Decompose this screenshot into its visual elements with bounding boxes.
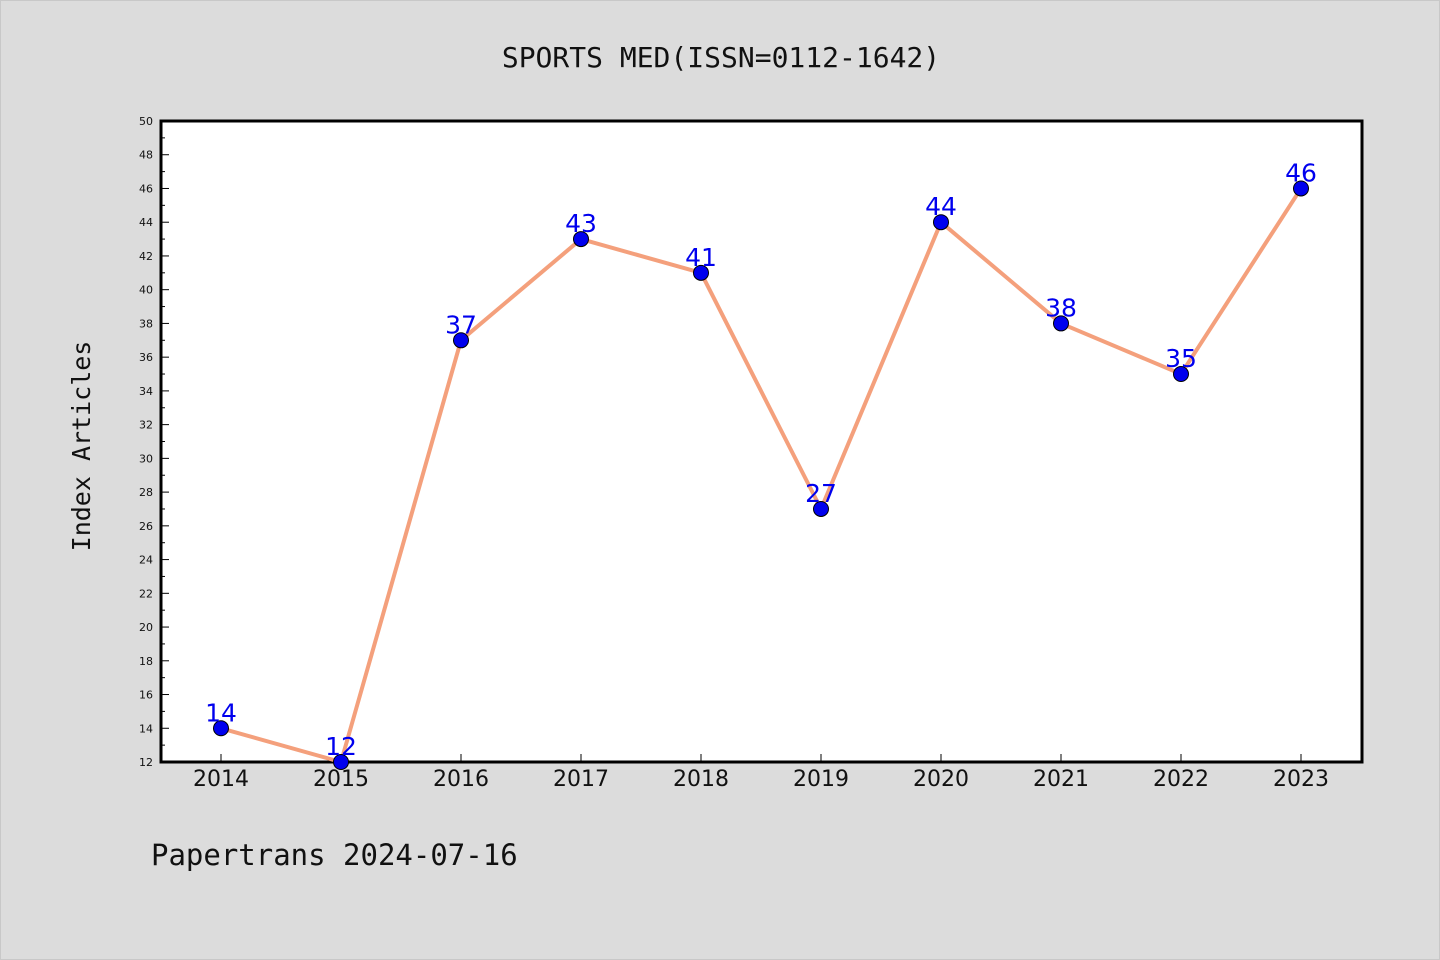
- data-label: 46: [1285, 158, 1317, 187]
- data-label: 35: [1165, 344, 1197, 373]
- y-tick-label: 14: [139, 722, 153, 735]
- data-point: [693, 264, 709, 281]
- data-label: 12: [325, 732, 357, 761]
- x-tick-label: 2023: [1273, 767, 1329, 792]
- y-tick-label: 34: [139, 385, 153, 398]
- y-tick-label: 22: [139, 587, 153, 600]
- x-tick-label: 2016: [433, 767, 489, 792]
- data-point: [933, 214, 949, 231]
- y-tick-label: 36: [139, 351, 153, 364]
- x-tick-label: 2019: [793, 767, 849, 792]
- data-point: [1293, 180, 1309, 197]
- y-tick-label: 20: [139, 621, 153, 634]
- chart-title: SPORTS MED(ISSN=0112-1642): [502, 41, 940, 74]
- x-tick-label: 2018: [673, 767, 729, 792]
- data-label: 41: [685, 243, 717, 272]
- y-tick-label: 48: [139, 149, 153, 162]
- data-point: [213, 720, 229, 737]
- y-tick-label: 30: [139, 452, 153, 465]
- data-point: [573, 231, 589, 248]
- y-tick-label: 40: [139, 284, 153, 297]
- y-tick-label: 42: [139, 250, 153, 263]
- y-tick-label: 44: [139, 216, 153, 229]
- x-tick-label: 2021: [1033, 767, 1089, 792]
- data-label: 37: [445, 310, 477, 339]
- series-layer: 14 12 37 43 41 27 44 38 35 46: [205, 158, 1317, 770]
- footer-text: Papertrans 2024-07-16: [151, 838, 518, 872]
- data-point: [813, 500, 829, 517]
- y-tick-label: 32: [139, 419, 153, 432]
- series-line: [220, 187, 1303, 764]
- y-axis: 12 14 16 18 20 22 24 26 28 30 32 34 36 38 40 42 44 46 48 50: [139, 115, 169, 769]
- plot-area: [159, 119, 1364, 764]
- x-axis: 2014 2015 2016 2017 2018 2019 2020 2021 2022 2023: [193, 754, 1329, 792]
- y-tick-label: 18: [139, 655, 153, 668]
- y-tick-label: 26: [139, 520, 153, 533]
- y-tick-label: 50: [139, 115, 153, 128]
- data-label: 38: [1045, 293, 1077, 322]
- y-tick-label: 24: [139, 554, 153, 567]
- y-tick-label: 12: [139, 756, 153, 769]
- data-label: 27: [805, 479, 837, 508]
- x-tick-label: 2014: [193, 767, 249, 792]
- data-point: [1173, 366, 1189, 383]
- y-tick-label: 46: [139, 182, 153, 195]
- data-label: 14: [205, 698, 237, 727]
- data-label: 43: [565, 209, 597, 238]
- y-tick-label: 28: [139, 486, 153, 499]
- y-tick-label: 38: [139, 317, 153, 330]
- x-tick-label: 2020: [913, 767, 969, 792]
- x-tick-label: 2017: [553, 767, 609, 792]
- x-tick-label: 2015: [313, 767, 369, 792]
- y-tick-label: 16: [139, 689, 153, 702]
- data-point: [333, 754, 349, 770]
- data-point: [1053, 315, 1069, 332]
- y-axis-label: Index Articles: [67, 341, 96, 552]
- x-tick-label: 2022: [1153, 767, 1209, 792]
- data-point: [453, 332, 469, 349]
- data-label: 44: [925, 192, 957, 221]
